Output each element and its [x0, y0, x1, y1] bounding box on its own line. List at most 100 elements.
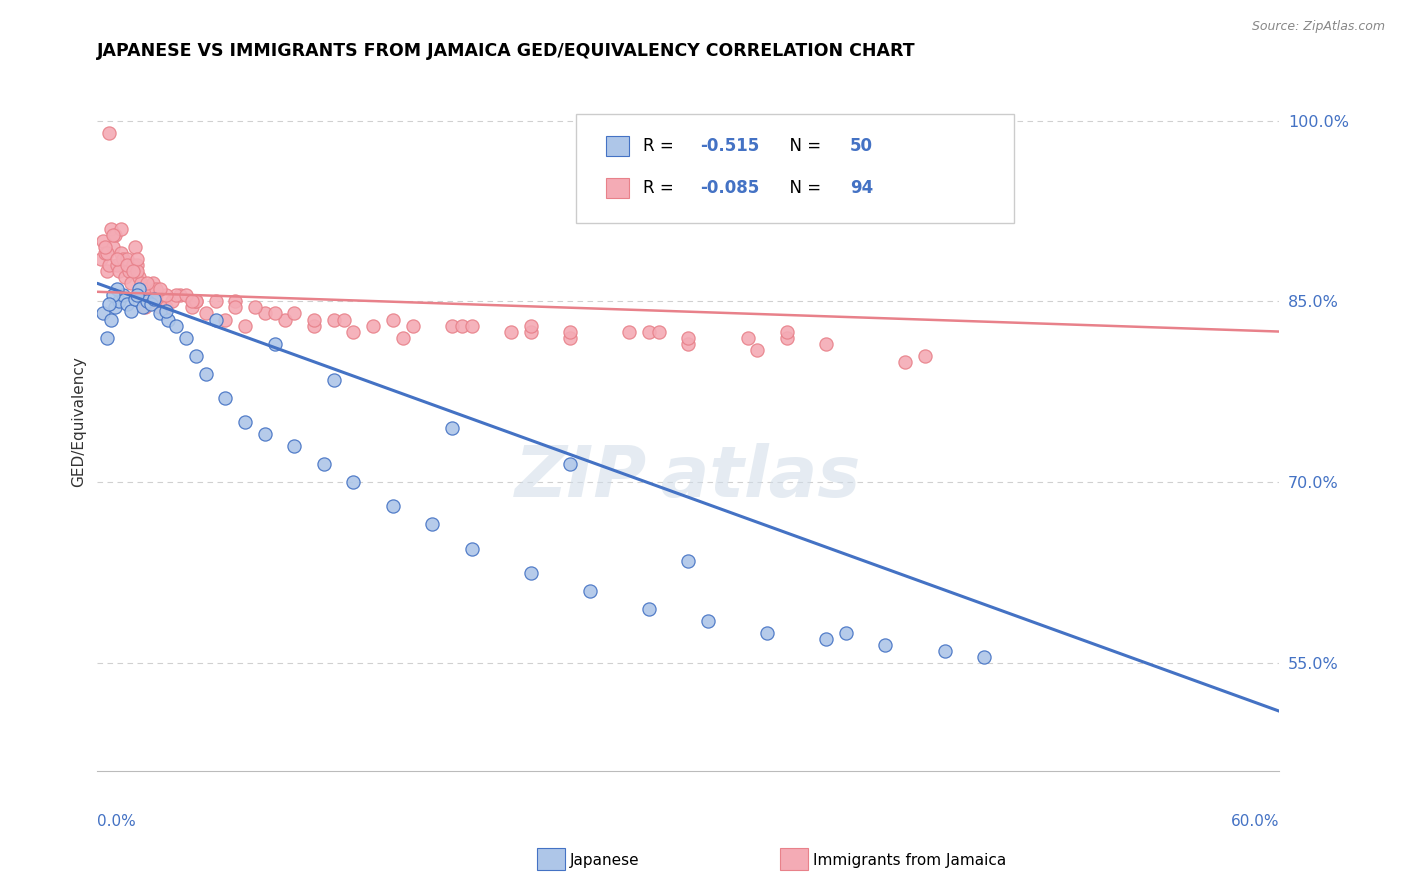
Point	[100, 222, 122, 236]
Point	[124, 240, 146, 254]
Point	[934, 644, 956, 658]
Point	[875, 638, 897, 652]
Point	[141, 282, 163, 296]
Point	[114, 270, 136, 285]
FancyBboxPatch shape	[576, 114, 1014, 223]
Point	[501, 325, 523, 339]
Point	[283, 306, 305, 320]
Point	[342, 475, 364, 490]
Point	[135, 294, 157, 309]
Point	[160, 294, 183, 309]
Text: ZIP atlas: ZIP atlas	[515, 443, 862, 512]
FancyBboxPatch shape	[606, 136, 628, 155]
Text: Source: ZipAtlas.com: Source: ZipAtlas.com	[1251, 20, 1385, 33]
Point	[105, 282, 128, 296]
Y-axis label: GED/Equivalency: GED/Equivalency	[72, 357, 86, 487]
Point	[139, 288, 162, 302]
Point	[815, 632, 838, 646]
Point	[128, 270, 150, 285]
Point	[224, 301, 246, 315]
Point	[678, 553, 700, 567]
Point	[648, 325, 671, 339]
Point	[204, 294, 226, 309]
Point	[129, 277, 152, 291]
Point	[91, 234, 114, 248]
Point	[98, 297, 121, 311]
Point	[181, 301, 204, 315]
Point	[204, 312, 226, 326]
Point	[243, 301, 266, 315]
Point	[737, 330, 759, 344]
Point	[165, 318, 187, 333]
Point	[776, 325, 799, 339]
Point	[101, 240, 124, 254]
Point	[263, 306, 285, 320]
Point	[145, 288, 167, 302]
Point	[391, 330, 413, 344]
Point	[94, 240, 117, 254]
Point	[560, 325, 582, 339]
Point	[181, 294, 204, 309]
Text: 0.0%: 0.0%	[97, 814, 136, 829]
Point	[141, 277, 163, 291]
Point	[139, 297, 162, 311]
Point	[678, 330, 700, 344]
Text: 60.0%: 60.0%	[1232, 814, 1279, 829]
Point	[125, 252, 148, 267]
Point	[120, 277, 142, 291]
Text: -0.085: -0.085	[700, 178, 759, 197]
Point	[973, 650, 995, 665]
Point	[135, 288, 157, 302]
Point	[101, 228, 124, 243]
Point	[914, 349, 936, 363]
Point	[302, 312, 325, 326]
Point	[157, 312, 180, 326]
Point	[105, 258, 128, 272]
Point	[155, 301, 177, 315]
Point	[184, 294, 207, 309]
FancyBboxPatch shape	[606, 178, 628, 197]
Point	[155, 304, 177, 318]
Text: N =: N =	[779, 178, 827, 197]
Point	[460, 541, 482, 556]
Point	[128, 282, 150, 296]
Point	[233, 318, 256, 333]
Point	[125, 264, 148, 278]
Point	[460, 318, 482, 333]
Point	[638, 601, 661, 615]
Point	[520, 566, 543, 580]
Point	[118, 264, 141, 278]
Point	[131, 288, 153, 302]
Point	[184, 349, 207, 363]
Point	[224, 294, 246, 309]
Point	[747, 343, 769, 357]
Point	[143, 292, 166, 306]
Point	[401, 318, 423, 333]
Point	[98, 258, 121, 272]
Point	[420, 517, 443, 532]
Point	[108, 264, 131, 278]
Point	[381, 500, 404, 514]
Point	[98, 126, 121, 140]
Point	[169, 288, 191, 302]
Point	[361, 318, 384, 333]
Point	[174, 330, 197, 344]
Point	[520, 325, 543, 339]
Point	[312, 457, 335, 471]
Point	[104, 228, 127, 243]
Text: N =: N =	[779, 136, 827, 155]
Point	[233, 415, 256, 429]
Point	[440, 421, 463, 435]
Point	[638, 325, 661, 339]
Point	[121, 264, 143, 278]
Text: 50: 50	[849, 136, 873, 155]
Point	[894, 354, 917, 368]
Point	[619, 325, 641, 339]
Point	[253, 306, 276, 320]
Point	[94, 246, 117, 260]
Point	[332, 312, 354, 326]
Point	[110, 246, 132, 260]
Point	[125, 258, 148, 272]
Text: -0.515: -0.515	[700, 136, 759, 155]
Point	[111, 252, 134, 267]
